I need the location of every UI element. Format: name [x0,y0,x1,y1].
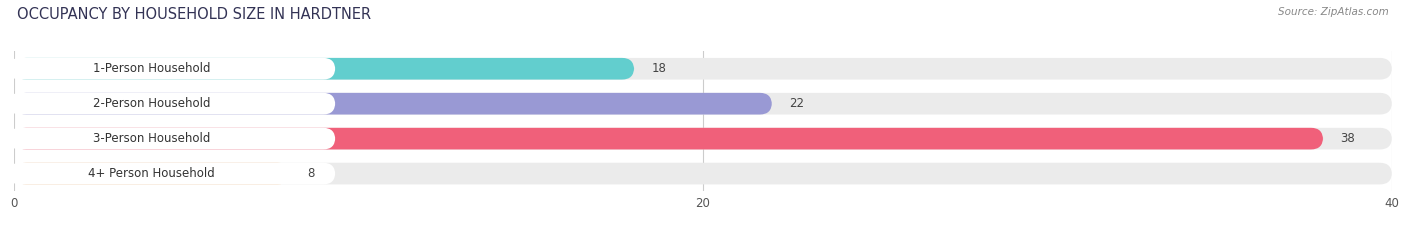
Text: 4+ Person Household: 4+ Person Household [89,167,215,180]
FancyBboxPatch shape [14,128,1392,150]
FancyBboxPatch shape [14,128,1323,150]
FancyBboxPatch shape [14,163,1392,185]
Text: 2-Person Household: 2-Person Household [93,97,211,110]
Text: 22: 22 [789,97,804,110]
FancyBboxPatch shape [14,93,1392,115]
FancyBboxPatch shape [8,58,335,80]
Text: OCCUPANCY BY HOUSEHOLD SIZE IN HARDTNER: OCCUPANCY BY HOUSEHOLD SIZE IN HARDTNER [17,7,371,22]
FancyBboxPatch shape [8,128,335,150]
Text: Source: ZipAtlas.com: Source: ZipAtlas.com [1278,7,1389,17]
FancyBboxPatch shape [14,163,290,185]
Text: 38: 38 [1340,132,1355,145]
Text: 18: 18 [651,62,666,75]
Text: 1-Person Household: 1-Person Household [93,62,211,75]
FancyBboxPatch shape [8,93,335,115]
FancyBboxPatch shape [14,58,1392,80]
FancyBboxPatch shape [14,93,772,115]
Text: 8: 8 [307,167,314,180]
Text: 3-Person Household: 3-Person Household [93,132,209,145]
FancyBboxPatch shape [8,163,335,185]
FancyBboxPatch shape [14,58,634,80]
